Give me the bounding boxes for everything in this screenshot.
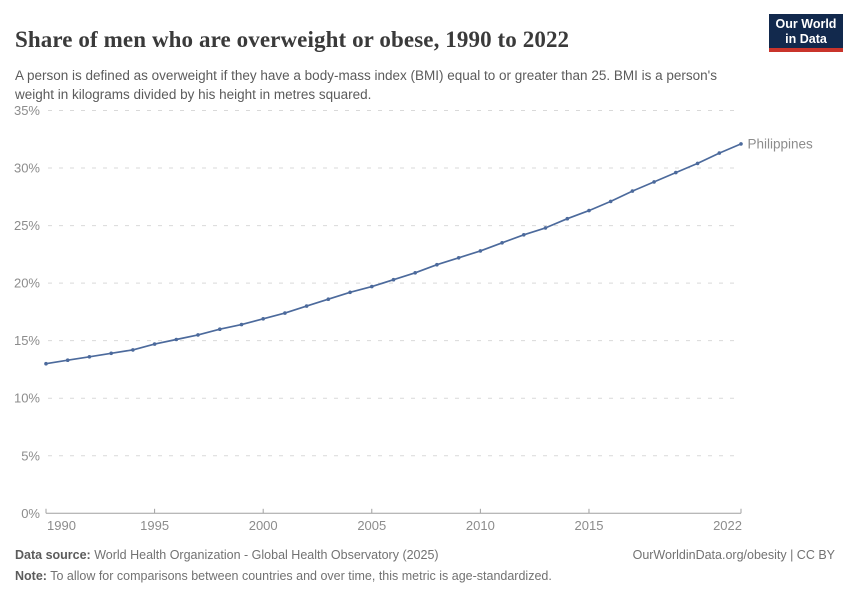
data-point[interactable] <box>739 142 743 146</box>
data-point[interactable] <box>674 170 678 175</box>
data-point[interactable] <box>109 351 113 356</box>
x-tick-label: 2005 <box>357 518 386 533</box>
series-line[interactable] <box>45 143 742 365</box>
data-point[interactable] <box>391 277 396 282</box>
data-point[interactable] <box>239 322 244 327</box>
x-tick-label: 2015 <box>575 518 604 533</box>
y-tick-label: 25% <box>14 218 40 233</box>
owid-logo-line2: in Data <box>785 32 827 47</box>
data-point[interactable] <box>608 199 613 204</box>
data-point[interactable] <box>630 189 635 193</box>
y-tick-label: 35% <box>14 103 40 118</box>
datasource-text: Data source: World Health Organization -… <box>15 548 439 562</box>
data-point[interactable] <box>522 233 526 237</box>
line-chart[interactable]: 0% 5% 10% 15% 20% 25% 30% 35% 1990 1995 2000 2005 20… <box>0 0 850 540</box>
chart-footer: Data source: World Health Organization -… <box>15 545 835 586</box>
y-tick-label: 0% <box>21 506 40 521</box>
data-point[interactable] <box>413 271 418 275</box>
series-entity-label[interactable]: Philippines <box>748 136 814 151</box>
y-tick-label: 10% <box>14 391 40 406</box>
data-point[interactable] <box>500 241 504 245</box>
data-point[interactable] <box>587 208 591 213</box>
page-title: Share of men who are overweight or obese… <box>15 27 570 53</box>
y-tick-label: 20% <box>14 276 40 291</box>
data-point[interactable] <box>652 180 656 184</box>
owid-logo[interactable]: Our World in Data <box>769 14 843 52</box>
x-tick-label: 2010 <box>466 518 495 533</box>
data-point[interactable] <box>261 317 266 321</box>
footer-row-datasource: Data source: World Health Organization -… <box>15 545 835 566</box>
chart-subtitle: A person is defined as overweight if the… <box>15 67 717 102</box>
data-point[interactable] <box>283 311 287 315</box>
data-point[interactable] <box>348 290 352 295</box>
x-tick-label: 1990 <box>47 518 76 533</box>
data-point[interactable] <box>717 151 722 155</box>
data-point[interactable] <box>478 249 483 253</box>
datasource-label: Data source: <box>15 548 91 562</box>
y-tick-label: 5% <box>21 448 40 463</box>
data-point[interactable] <box>196 333 200 337</box>
data-point[interactable] <box>565 216 570 221</box>
data-point[interactable] <box>370 284 374 289</box>
note-label: Note: <box>15 568 47 583</box>
data-point[interactable] <box>87 355 92 359</box>
data-point[interactable] <box>304 304 309 308</box>
data-point[interactable] <box>435 262 439 267</box>
data-point[interactable] <box>152 342 157 346</box>
data-point[interactable] <box>44 361 48 366</box>
x-tick-label: 2022 <box>713 518 742 533</box>
data-point[interactable] <box>695 161 700 166</box>
y-tick-label: 15% <box>14 333 40 348</box>
data-point[interactable] <box>326 297 331 302</box>
x-tick-label: 1995 <box>140 518 169 533</box>
data-point[interactable] <box>456 255 461 260</box>
data-point[interactable] <box>218 327 222 332</box>
owid-logo-line1: Our World <box>775 17 837 31</box>
footer-row-note: Note: To allow for comparisons between c… <box>15 568 552 583</box>
data-point[interactable] <box>543 226 548 230</box>
x-tick-label: 2000 <box>249 518 278 533</box>
y-tick-label: 30% <box>14 161 40 176</box>
data-point[interactable] <box>65 358 70 363</box>
footer-link[interactable]: OurWorldinData.org/obesity | CC BY <box>632 548 835 562</box>
data-point[interactable] <box>131 348 135 352</box>
data-point[interactable] <box>174 337 179 342</box>
